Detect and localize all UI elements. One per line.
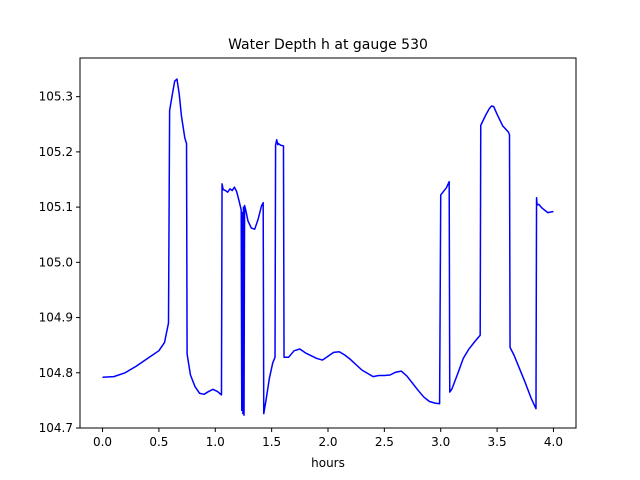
y-tick-label: 104.7 — [39, 421, 73, 435]
x-tick-label: 0.0 — [93, 435, 112, 449]
chart-title: Water Depth h at gauge 530 — [228, 37, 428, 53]
y-tick-label: 104.8 — [39, 366, 73, 380]
y-tick-label: 105.3 — [39, 90, 73, 104]
y-tick-label: 105.0 — [39, 255, 73, 269]
y-tick-label: 105.2 — [39, 145, 73, 159]
y-tick-label: 104.9 — [39, 311, 73, 325]
series-line-0 — [102, 78, 554, 417]
x-tick-label: 2.0 — [318, 435, 337, 449]
y-axis: 104.7 104.8 104.9 105.0 105.1 105.2 105.3 — [39, 90, 80, 435]
series-layer — [102, 78, 554, 417]
x-axis: 0.0 0.5 1.0 1.5 2.0 2.5 3.0 3.5 4.0 — [93, 428, 563, 449]
x-tick-label: 3.0 — [431, 435, 450, 449]
x-tick-label: 4.0 — [544, 435, 563, 449]
plot-frame — [79, 57, 577, 429]
x-tick-label: 3.5 — [488, 435, 507, 449]
x-tick-label: 2.5 — [375, 435, 394, 449]
x-tick-label: 1.5 — [262, 435, 281, 449]
x-axis-label: hours — [311, 456, 345, 470]
y-tick-label: 105.1 — [39, 200, 73, 214]
x-tick-label: 1.0 — [206, 435, 225, 449]
x-tick-label: 0.5 — [149, 435, 168, 449]
